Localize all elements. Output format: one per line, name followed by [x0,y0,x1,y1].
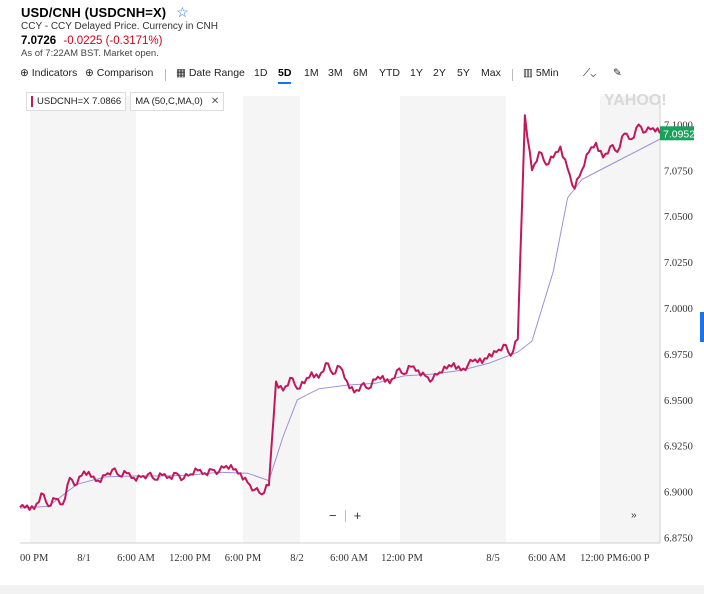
quote-subtitle: CCY - CCY Delayed Price. Currency in CNH [21,21,218,32]
draw-button[interactable]: ✎ [613,67,622,79]
scroll-right-button[interactable]: » [631,510,637,521]
toolbar-divider [512,69,513,81]
range-1y[interactable]: 1Y [410,67,423,79]
x-tick-label: 6:00 P [622,553,649,564]
chart-legend: USDCNH=X 7.0866 MA (50,C,MA,0) ✕ [26,92,225,111]
x-tick-label: 8/5 [486,553,499,564]
range-5d[interactable]: 5D [278,67,292,84]
x-tick-label: 8/2 [290,553,303,564]
x-tick-label: 12:00 PM [169,553,211,564]
y-tick-label: 7.1000 [664,120,693,131]
date-range-button[interactable]: ▦ Date Range [176,67,245,79]
calendar-icon: ▦ [176,67,186,79]
yahoo-watermark: YAHOO! [604,92,667,109]
session-bands [30,96,660,543]
series-color-swatch [31,96,33,107]
pencil-icon: ✎ [613,67,622,79]
y-tick-label: 6.9250 [664,442,693,453]
indicators-label: Indicators [31,67,78,79]
x-tick-label: 12:00 PM [381,553,423,564]
as-of-text: As of 7:22AM BST. Market open. [21,48,159,59]
quote-header: USD/CNH (USDCNH=X) ☆ CCY - CCY Delayed P… [21,4,218,60]
session-band [600,96,660,543]
last-price-badge-bg [660,126,694,141]
line-chart-icon: ⟋⌄ [583,67,597,79]
session-band [30,96,136,543]
y-tick-label: 7.0000 [664,304,693,315]
x-tick-label: 6:00 AM [330,553,368,564]
last-price-badge-label: 7.0952 [663,128,695,140]
zoom-in-button[interactable]: + [353,508,362,523]
x-tick-label: 6:00 AM [528,553,566,564]
last-price-badge: 7.0952 [660,126,695,141]
range-max[interactable]: Max [481,67,501,79]
range-6m[interactable]: 6M [353,67,368,79]
x-axis-ticks: 00 PM 8/1 6:00 AM 12:00 PM 6:00 PM 8/2 6:00 AM… [20,553,650,564]
session-band [243,96,300,543]
range-2y[interactable]: 2Y [433,67,446,79]
price-row: 7.0726 -0.0225 (-0.3171%) [21,35,218,47]
y-tick-label: 6.9500 [664,396,693,407]
x-tick-label: 6:00 AM [117,553,155,564]
feedback-tab[interactable] [700,312,704,342]
y-axis-ticks: 7.1000 7.0750 7.0500 7.0250 7.0000 6.9750 6.95… [664,120,693,544]
range-1d[interactable]: 1D [254,67,268,79]
close-icon[interactable]: ✕ [210,96,220,107]
price-series-line [19,114,661,511]
ma-chip-label: MA (50,C,MA,0) [135,96,203,107]
star-icon[interactable]: ☆ [176,3,189,20]
session-band [400,96,506,543]
chart-toolbar: ⊕ Indicators ⊕ Comparison ▦ Date Range 1… [0,64,704,84]
x-tick-label: 8/1 [77,553,90,564]
quote-title-row: USD/CNH (USDCNH=X) ☆ [21,4,218,20]
date-range-label: Date Range [188,67,245,79]
range-ytd[interactable]: YTD [379,67,400,79]
chart-type-button[interactable]: ⟋⌄ [583,67,596,80]
indicators-button[interactable]: ⊕ Indicators [20,67,77,79]
bottom-bar [0,585,704,594]
zoom-out-button[interactable]: − [329,508,337,523]
y-tick-label: 6.9750 [664,350,693,361]
range-1m[interactable]: 1M [304,67,319,79]
zoom-controls: − + [321,508,369,523]
page-title: USD/CNH (USDCNH=X) [21,4,167,20]
y-tick-label: 7.0750 [664,166,693,177]
y-tick-label: 7.0500 [664,212,693,223]
range-5y[interactable]: 5Y [457,67,470,79]
x-tick-label: 12:00 PM [580,553,622,564]
symbol-chip-label: USDCNH=X 7.0866 [37,96,122,107]
y-tick-label: 7.0250 [664,258,693,269]
y-tick-label: 6.8750 [664,533,693,544]
plus-circle-icon: ⊕ [85,67,94,79]
x-tick-label: 6:00 PM [225,553,262,564]
comparison-label: Comparison [96,67,154,79]
plus-circle-icon: ⊕ [20,67,29,79]
x-tick-label: 00 PM [20,553,49,564]
symbol-chip[interactable]: USDCNH=X 7.0866 [26,92,127,111]
y-tick-label: 6.9000 [664,488,693,499]
range-3m[interactable]: 3M [328,67,343,79]
ma-chip[interactable]: MA (50,C,MA,0) ✕ [130,92,225,111]
plot-frame [20,96,661,544]
comparison-button[interactable]: ⊕ Comparison [85,67,153,79]
price-change: -0.0225 (-0.3171%) [63,35,163,47]
toolbar-divider [165,69,166,81]
interval-dropdown[interactable]: ▥ 5Min [523,67,559,79]
zoom-divider [344,509,346,522]
current-price: 7.0726 [21,35,57,47]
candle-icon: ▥ [523,67,533,79]
interval-label: 5Min [535,67,559,79]
